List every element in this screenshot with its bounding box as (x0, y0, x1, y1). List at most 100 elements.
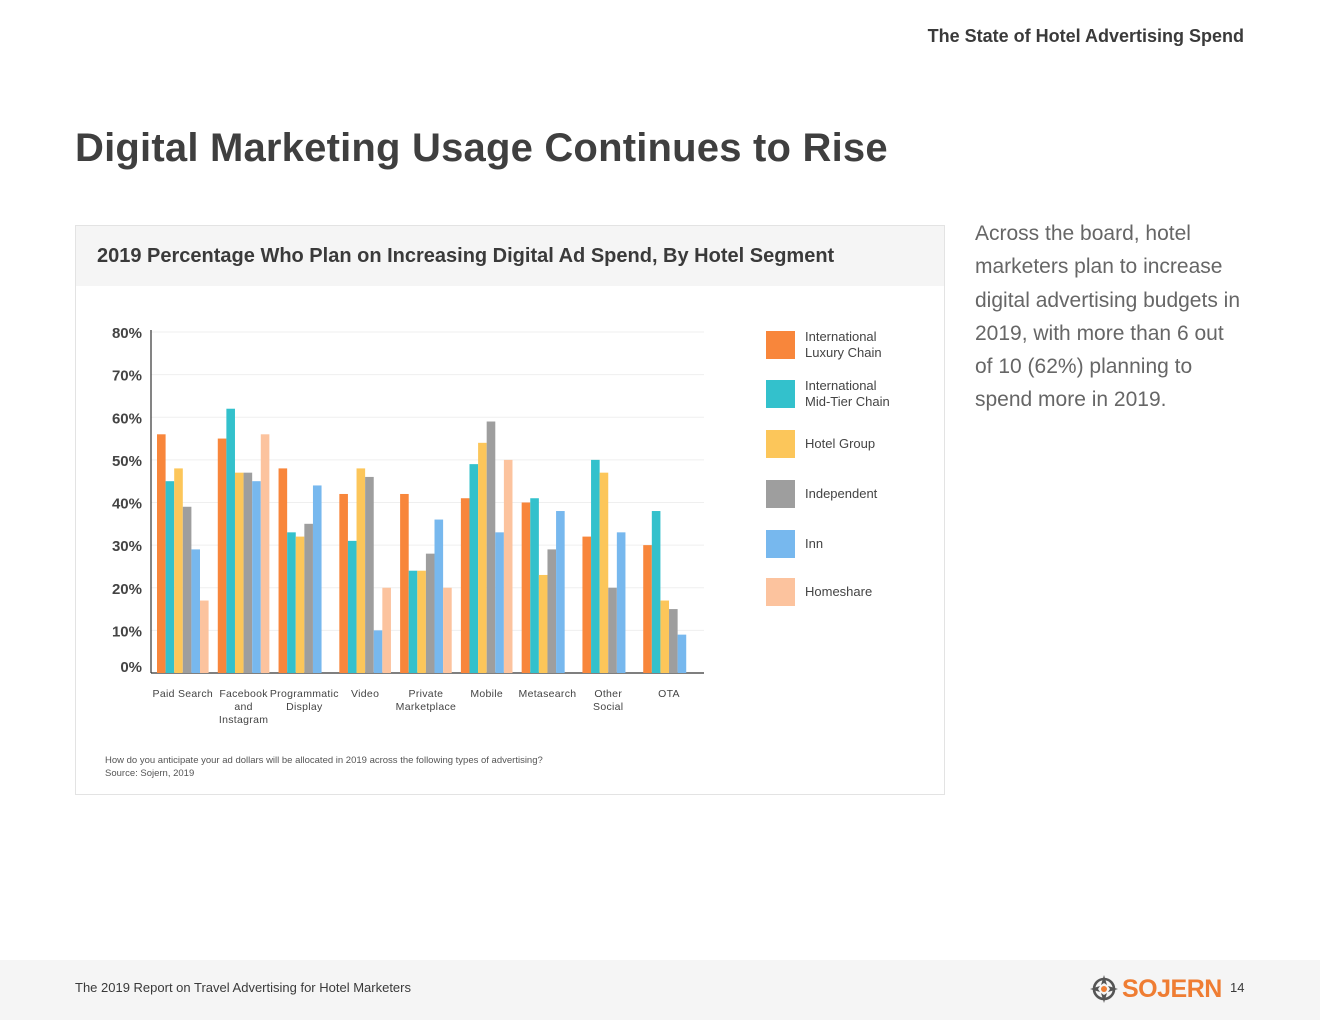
bar (260, 434, 270, 673)
bar (347, 540, 357, 673)
bar (460, 498, 470, 673)
bar (356, 468, 366, 673)
side-commentary: Across the board, hotel marketers plan t… (975, 222, 1241, 412)
x-tick-label: Private Marketplace (396, 688, 457, 713)
bar (373, 630, 383, 673)
footer: The 2019 Report on Travel Advertising fo… (0, 960, 1320, 1020)
legend-item: Inn (766, 528, 936, 560)
bar (287, 532, 296, 673)
bar (200, 600, 209, 673)
bar (521, 502, 531, 673)
bar (417, 570, 426, 673)
bar (469, 464, 479, 673)
bar (365, 476, 374, 673)
legend-item: Independent (766, 478, 936, 510)
bar (434, 519, 444, 673)
bar (252, 481, 261, 673)
bar (278, 468, 288, 673)
y-tick-label: 50% (112, 453, 142, 470)
bar (400, 493, 409, 673)
bar (165, 481, 175, 673)
sojern-logo: SOJERN (1090, 973, 1222, 1005)
bar (608, 587, 617, 673)
chart-title: 2019 Percentage Who Plan on Increasing D… (97, 245, 835, 267)
x-tick-label: OTA (658, 688, 680, 700)
bar (503, 459, 513, 673)
legend-item: International Mid-Tier Chain (766, 378, 936, 410)
chart-source: Source: Sojern, 2019 (105, 768, 195, 779)
legend-label: International Luxury Chain (805, 329, 882, 360)
chart-note: How do you anticipate your ad dollars wi… (105, 754, 543, 780)
legend-item: International Luxury Chain (766, 329, 936, 361)
chart-header: 2019 Percentage Who Plan on Increasing D… (76, 226, 944, 286)
bar (591, 459, 600, 673)
legend-swatch (766, 480, 795, 508)
bar (182, 506, 192, 673)
bar (478, 442, 487, 673)
legend-label: Homeshare (805, 584, 873, 599)
page-title: Digital Marketing Usage Continues to Ris… (75, 126, 888, 170)
running-header: The State of Hotel Advertising Spend (927, 26, 1244, 46)
bar (191, 549, 200, 673)
legend-swatch (766, 530, 795, 558)
legend-label: Inn (805, 536, 824, 551)
legend-swatch (766, 578, 795, 606)
bar (312, 485, 322, 673)
x-tick-label: Mobile (470, 688, 503, 700)
bar (174, 468, 183, 673)
x-tick-label: Metasearch (519, 688, 577, 700)
bar (425, 553, 435, 673)
bar (495, 532, 504, 673)
x-tick-label: Video (351, 688, 379, 700)
chart-card: 2019 Percentage Who Plan on Increasing D… (75, 225, 945, 795)
x-tick-label: Facebook and Instagram (219, 688, 268, 726)
legend-swatch (766, 331, 795, 359)
bar (582, 536, 592, 673)
bar (616, 532, 626, 673)
y-tick-label: 80% (112, 325, 142, 342)
bar (382, 587, 391, 673)
bar (556, 511, 565, 673)
footer-report-title: The 2019 Report on Travel Advertising fo… (75, 980, 411, 995)
page-number: 14 (1230, 980, 1245, 995)
bar (660, 600, 670, 673)
bar (677, 634, 687, 673)
bar (651, 511, 661, 673)
bar (530, 498, 539, 673)
bar (443, 587, 452, 673)
legend-item: Homeshare (766, 576, 936, 608)
chart-question: How do you anticipate your ad dollars wi… (105, 755, 543, 766)
bar (304, 523, 313, 673)
y-tick-label: 40% (112, 496, 142, 513)
bar-chart: 0% 10% 20% 30% 40% 50% 60% 70% 80% Paid Search Fac… (112, 325, 704, 726)
y-tick-label: 70% (112, 368, 142, 385)
legend-label: Independent (805, 486, 878, 501)
logo-wordmark: SOJERN (1122, 975, 1222, 1003)
x-tick-label: Other Social (593, 688, 623, 713)
bar (643, 545, 652, 673)
legend-item: Hotel Group (766, 428, 936, 460)
legend-swatch (766, 380, 795, 408)
y-tick-label: 20% (112, 581, 142, 598)
bar (669, 609, 678, 673)
bar (157, 434, 166, 673)
legend-label: Hotel Group (805, 436, 876, 451)
bar (234, 472, 244, 673)
y-tick-label: 10% (112, 623, 142, 640)
y-tick-label: 60% (112, 410, 142, 427)
compass-icon (1090, 975, 1118, 1003)
y-tick-label: 30% (112, 538, 142, 555)
bar (339, 493, 348, 673)
bar (217, 438, 227, 673)
bar (295, 536, 305, 673)
bar (547, 549, 557, 673)
bar (538, 574, 548, 673)
bar (243, 472, 253, 673)
x-tick-label: Programmatic Display (270, 688, 339, 713)
bar (408, 570, 418, 673)
x-tick-label: Paid Search (153, 688, 214, 700)
legend-label: International Mid-Tier Chain (805, 378, 890, 409)
bar (226, 408, 235, 673)
legend-swatch (766, 430, 795, 458)
bar (486, 421, 496, 673)
